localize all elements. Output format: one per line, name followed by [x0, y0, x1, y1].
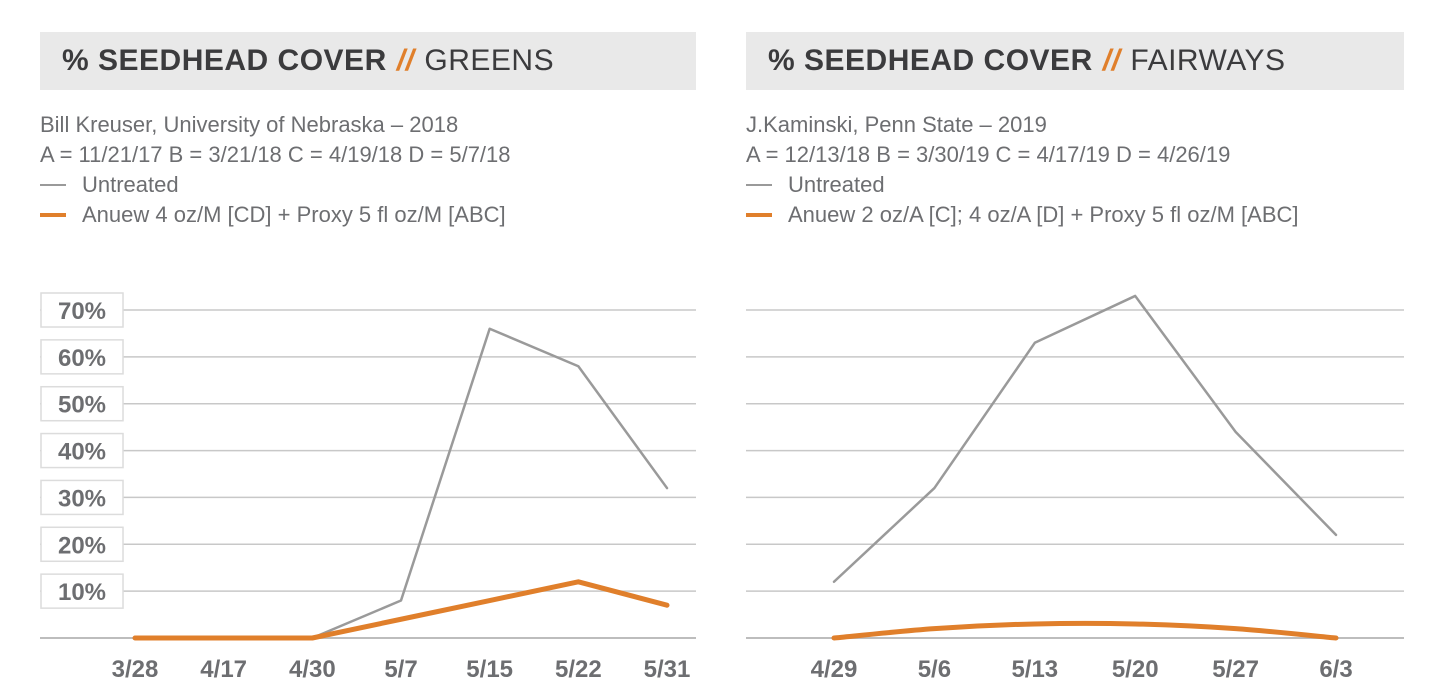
x-tick-label: 5/7 [384, 656, 417, 683]
legend-item-untreated: Untreated [40, 170, 696, 200]
legend-swatch-orange [746, 213, 772, 217]
x-tick-label: 3/28 [112, 656, 159, 683]
legend-item-untreated: Untreated [746, 170, 1404, 200]
legend-swatch-gray [40, 184, 66, 186]
legend-label: Untreated [788, 170, 885, 200]
legend-label: Anuew 2 oz/A [C]; 4 oz/A [D] + Proxy 5 f… [788, 200, 1299, 230]
y-tick-label: 30% [58, 485, 106, 512]
legend-label: Untreated [82, 170, 179, 200]
banner-prefix: % SEEDHEAD COVER [62, 44, 387, 78]
dates-line: A = 12/13/18 B = 3/30/19 C = 4/17/19 D =… [746, 140, 1404, 170]
x-axis-ticks: 4/29 5/6 5/13 5/20 5/27 6/3 [811, 656, 1353, 683]
source-line: J.Kaminski, Penn State – 2019 [746, 110, 1404, 140]
y-tick-label: 60% [58, 345, 106, 372]
chart-panel-greens: % SEEDHEAD COVER // GREENS Bill Kreuser,… [40, 32, 696, 230]
banner-prefix: % SEEDHEAD COVER [768, 44, 1093, 78]
x-tick-label: 5/27 [1212, 656, 1259, 683]
chart-meta: Bill Kreuser, University of Nebraska – 2… [40, 110, 696, 230]
series-line-untreated [834, 296, 1336, 582]
gridlines [746, 310, 1404, 638]
y-tick-label: 10% [58, 579, 106, 606]
x-tick-label: 5/20 [1112, 656, 1159, 683]
x-tick-label: 5/31 [644, 656, 691, 683]
x-tick-label: 4/17 [200, 656, 247, 683]
chart-banner: % SEEDHEAD COVER // FAIRWAYS [746, 32, 1404, 90]
y-tick-label: 40% [58, 439, 106, 466]
legend-swatch-gray [746, 184, 772, 186]
x-axis-ticks: 3/28 4/17 4/30 5/7 5/15 5/22 5/31 [112, 656, 691, 683]
x-tick-label: 5/13 [1011, 656, 1058, 683]
series-line-treated [834, 623, 1336, 638]
chart-meta: J.Kaminski, Penn State – 2019 A = 12/13/… [746, 110, 1404, 230]
line-chart-fairways: 4/29 5/6 5/13 5/20 5/27 6/3 [746, 282, 1404, 692]
x-tick-label: 4/29 [811, 656, 858, 683]
x-tick-label: 6/3 [1319, 656, 1352, 683]
chart-banner: % SEEDHEAD COVER // GREENS [40, 32, 696, 90]
chart-panel-fairways: % SEEDHEAD COVER // FAIRWAYS J.Kaminski,… [746, 32, 1404, 230]
y-tick-label: 20% [58, 532, 106, 559]
legend-item-treated: Anuew 4 oz/M [CD] + Proxy 5 fl oz/M [ABC… [40, 200, 696, 230]
line-chart-greens: 10% 20% 30% 40% 50% 60% 70% 3/28 4/17 4/30 5/7 5/15… [40, 282, 696, 692]
x-tick-label: 5/22 [555, 656, 602, 683]
x-tick-label: 5/15 [466, 656, 513, 683]
banner-separator: // [1103, 44, 1121, 78]
y-tick-label: 50% [58, 392, 106, 419]
legend-item-treated: Anuew 2 oz/A [C]; 4 oz/A [D] + Proxy 5 f… [746, 200, 1404, 230]
x-tick-label: 4/30 [289, 656, 336, 683]
series-line-treated [135, 582, 667, 638]
banner-separator: // [397, 44, 415, 78]
y-tick-label: 70% [58, 298, 106, 325]
dates-line: A = 11/21/17 B = 3/21/18 C = 4/19/18 D =… [40, 140, 696, 170]
banner-suffix: FAIRWAYS [1130, 44, 1285, 78]
x-tick-label: 5/6 [918, 656, 951, 683]
legend-swatch-orange [40, 213, 66, 217]
source-line: Bill Kreuser, University of Nebraska – 2… [40, 110, 696, 140]
banner-suffix: GREENS [424, 44, 554, 78]
legend-label: Anuew 4 oz/M [CD] + Proxy 5 fl oz/M [ABC… [82, 200, 506, 230]
y-axis-ticks: 10% 20% 30% 40% 50% 60% 70% [41, 293, 123, 608]
